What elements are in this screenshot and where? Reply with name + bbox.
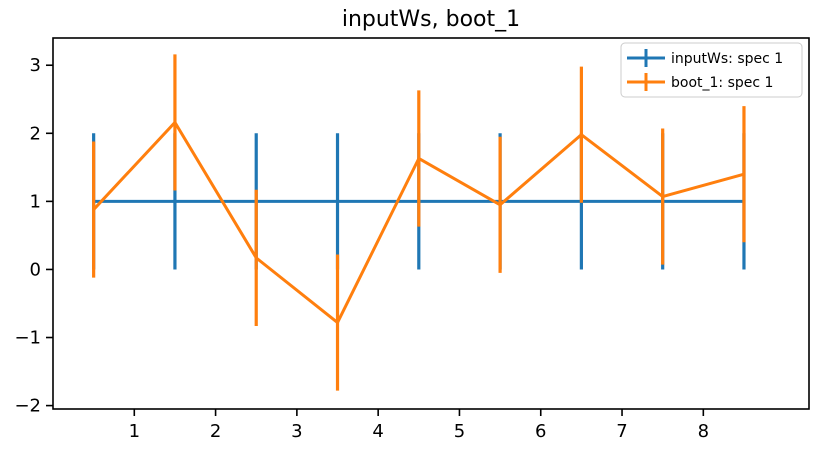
legend-box bbox=[620, 42, 803, 98]
x-tick-label: 8 bbox=[698, 421, 709, 442]
legend-label: boot_1: spec 1 bbox=[671, 75, 773, 91]
x-tick-label: 5 bbox=[454, 421, 465, 442]
x-tick-label: 2 bbox=[210, 421, 221, 442]
y-axis: −2 −1 0 1 2 3 bbox=[14, 55, 53, 417]
y-tick-label: −1 bbox=[14, 328, 41, 349]
x-tick-label: 4 bbox=[372, 421, 383, 442]
legend: inputWs: spec 1 boot_1: spec 1 bbox=[620, 42, 803, 98]
x-axis: 1 2 3 4 5 6 7 8 bbox=[129, 409, 709, 442]
x-tick-label: 6 bbox=[535, 421, 546, 442]
x-tick-label: 7 bbox=[616, 421, 627, 442]
y-tick-label: 0 bbox=[30, 259, 41, 280]
y-tick-label: 2 bbox=[30, 123, 41, 144]
series-2 bbox=[92, 54, 746, 391]
plot-frame bbox=[52, 37, 810, 410]
series-line bbox=[92, 120, 745, 325]
x-tick-label: 1 bbox=[129, 421, 140, 442]
chart-title: inputWs, boot_1 bbox=[342, 7, 520, 32]
plot-area bbox=[92, 54, 746, 391]
y-tick-label: 1 bbox=[30, 191, 41, 212]
legend-label: inputWs: spec 1 bbox=[671, 51, 783, 67]
y-tick-label: 3 bbox=[30, 55, 41, 76]
y-tick-label: −2 bbox=[14, 396, 41, 417]
x-tick-label: 3 bbox=[291, 421, 302, 442]
